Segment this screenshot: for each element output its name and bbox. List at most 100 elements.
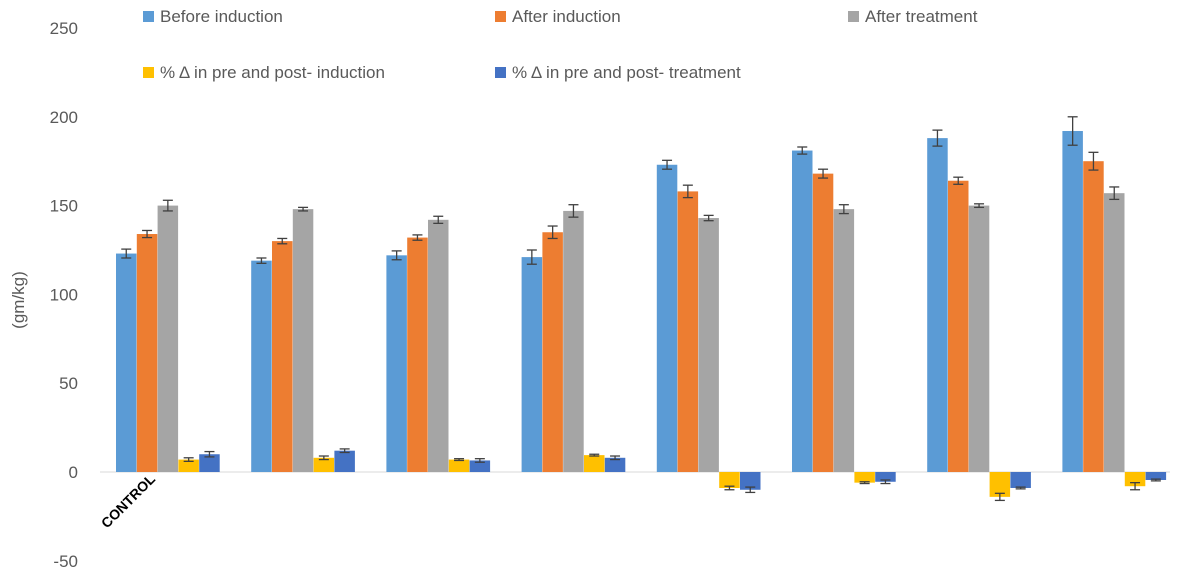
error-bar: [142, 229, 153, 239]
error-bar: [932, 129, 943, 147]
error-bar: [318, 455, 329, 461]
error-bar: [339, 448, 350, 454]
bar: [1062, 131, 1083, 472]
legend-item: % Δ in pre and post- treatment: [495, 63, 741, 82]
bar: [542, 232, 563, 472]
error-bar: [412, 234, 423, 241]
bar: [948, 180, 969, 472]
bar: [875, 472, 896, 482]
error-bar: [204, 450, 215, 458]
bar: [178, 459, 199, 472]
bar-group: [251, 206, 355, 473]
bar: [1083, 161, 1104, 472]
error-bar: [1130, 482, 1141, 491]
bar: [272, 241, 293, 472]
bar: [563, 210, 584, 473]
error-bar: [526, 249, 537, 265]
error-bar: [797, 146, 808, 155]
bar: [469, 460, 491, 472]
legend: Before induction After induction After tre…: [143, 7, 978, 82]
error-bar: [1015, 486, 1026, 490]
y-tick-label: -50: [53, 552, 78, 571]
bar: [313, 457, 335, 472]
error-bar: [454, 458, 465, 462]
bar: [334, 450, 355, 472]
bar-group: [1062, 116, 1167, 491]
bar: [792, 150, 813, 472]
y-tick-label: 250: [50, 19, 78, 38]
bar: [199, 454, 220, 472]
error-bar: [880, 479, 891, 485]
bar: [157, 205, 179, 472]
error-bar: [662, 159, 673, 170]
bar: [656, 164, 678, 472]
legend-label: After induction: [512, 7, 621, 26]
error-bar: [953, 176, 964, 185]
bar-groups: [116, 116, 1167, 502]
legend-item: After treatment: [848, 7, 978, 26]
bar: [292, 209, 314, 473]
category-labels: CONTROL: [98, 470, 159, 531]
bar: [116, 253, 137, 472]
error-bar: [703, 214, 714, 222]
error-bar: [256, 257, 267, 264]
bar: [136, 234, 158, 472]
error-bar: [391, 250, 402, 261]
y-tick-label: 100: [50, 285, 78, 304]
bar: [719, 472, 740, 488]
bar-group: [521, 204, 626, 473]
bar-group: [656, 159, 761, 494]
error-bar: [589, 453, 600, 457]
bar: [812, 173, 834, 472]
error-bar: [1088, 151, 1099, 171]
error-bar: [838, 204, 849, 215]
bar: [521, 257, 543, 472]
bar: [1104, 193, 1125, 472]
legend-item: After induction: [495, 7, 621, 26]
error-bar: [724, 485, 735, 491]
error-bar: [994, 492, 1005, 502]
bar: [604, 457, 626, 472]
y-axis-title: (gm/kg): [9, 271, 28, 329]
legend-label: % Δ in pre and post- treatment: [512, 63, 741, 82]
error-bar: [277, 237, 288, 245]
bar: [251, 260, 272, 472]
bar: [740, 472, 761, 490]
bar-group: [116, 199, 220, 472]
bar: [698, 218, 719, 472]
error-bar: [974, 203, 985, 209]
bar-group: [927, 129, 1031, 502]
error-bar: [859, 481, 870, 485]
error-bar: [162, 199, 173, 212]
bar: [989, 472, 1011, 497]
legend-label: After treatment: [865, 7, 978, 26]
bar: [1145, 472, 1167, 480]
bar: [1124, 472, 1146, 487]
legend-swatch: [495, 11, 506, 22]
error-bar: [610, 455, 621, 461]
bar: [1010, 472, 1031, 488]
error-bar: [682, 184, 693, 199]
bar: [854, 472, 875, 483]
bar: [584, 455, 605, 472]
bar: [386, 255, 407, 472]
y-tick-label: 200: [50, 108, 78, 127]
y-axis-ticks: -50 0 50 100 150 200 250: [50, 19, 78, 571]
legend-swatch: [143, 67, 154, 78]
y-tick-label: 150: [50, 197, 78, 216]
bar: [448, 459, 470, 472]
error-bar: [298, 206, 309, 212]
error-bar: [183, 457, 194, 462]
bar: [677, 191, 699, 472]
bar: [968, 205, 990, 472]
bar: [407, 237, 428, 472]
legend-swatch: [143, 11, 154, 22]
legend-swatch: [848, 11, 859, 22]
bar: [833, 209, 855, 473]
error-bar: [547, 225, 558, 240]
bar: [927, 138, 948, 472]
legend-item: Before induction: [143, 7, 283, 26]
error-bar: [818, 168, 829, 179]
